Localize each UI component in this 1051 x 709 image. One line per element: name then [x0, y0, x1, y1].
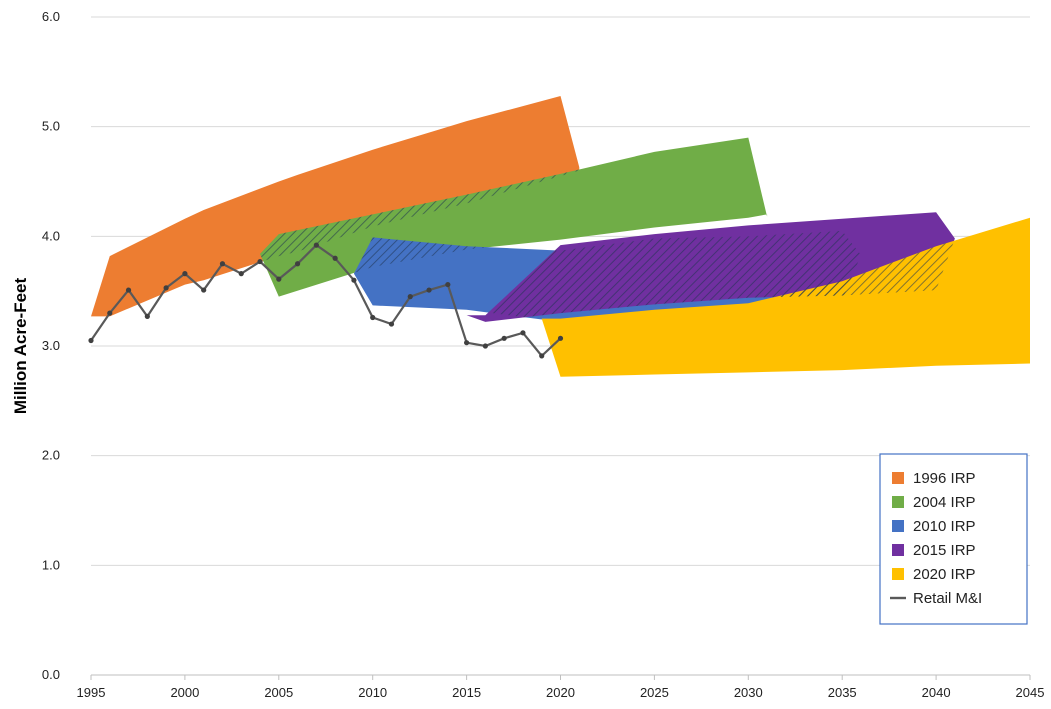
retail-mi-point — [332, 255, 338, 261]
legend-label: 2020 IRP — [913, 566, 976, 583]
x-tick-label: 1995 — [77, 685, 106, 700]
legend-label: Retail M&I — [913, 590, 982, 607]
x-tick-label: 2045 — [1016, 685, 1045, 700]
x-tick-label: 2030 — [734, 685, 763, 700]
y-tick-label: 3.0 — [42, 338, 60, 353]
x-tick-label: 2035 — [828, 685, 857, 700]
y-tick-label: 2.0 — [42, 448, 60, 463]
retail-mi-point — [407, 294, 413, 300]
retail-mi-point — [388, 321, 395, 327]
retail-mi-point — [107, 310, 113, 316]
retail-mi-point — [88, 337, 94, 344]
retail-mi-point — [482, 343, 488, 349]
legend-box — [879, 453, 1028, 625]
x-tick-label: 2000 — [170, 685, 199, 700]
y-tick-label: 5.0 — [42, 119, 60, 134]
retail-mi-point — [445, 281, 451, 288]
retail-mi-point — [557, 335, 564, 341]
retail-mi-point — [182, 271, 188, 277]
x-tick-label: 2005 — [264, 685, 293, 700]
retail-mi-point — [238, 271, 244, 277]
x-tick-label: 2025 — [640, 685, 669, 700]
legend: 1996 IRP 2004 IRP 2010 IRP 2015 IRP 2020 IRP… — [879, 453, 1028, 625]
retail-mi-point — [219, 261, 226, 267]
retail-mi-point — [257, 258, 263, 265]
band-1996-irp — [91, 95, 580, 317]
retail-mi-point — [351, 277, 357, 283]
retail-mi-point — [276, 276, 282, 282]
retail-mi-point — [464, 340, 470, 346]
y-axis-label: Million Acre-Feet — [11, 278, 30, 415]
plot-bands — [91, 95, 1030, 377]
axes: 0.0 1.0 2.0 3.0 4.0 5.0 6.0 1995 2000 2005 2010 201… — [11, 9, 1044, 700]
legend-label: 2004 IRP — [913, 494, 976, 511]
y-tick-label: 0.0 — [42, 667, 60, 682]
y-tick-label: 1.0 — [42, 557, 60, 572]
retail-mi-point — [144, 313, 150, 319]
retail-mi-point — [426, 287, 432, 293]
y-tick-label: 6.0 — [42, 9, 60, 24]
retail-mi-point — [201, 287, 207, 293]
y-tick-label: 4.0 — [42, 228, 60, 243]
x-tick-label: 2040 — [922, 685, 951, 700]
retail-mi-line — [90, 243, 562, 358]
legend-label: 2010 IRP — [913, 518, 976, 535]
retail-mi-point — [520, 330, 526, 336]
retail-mi-point — [294, 261, 301, 267]
legend-swatch — [892, 472, 904, 484]
x-tick-label: 2020 — [546, 685, 575, 700]
retail-mi-point — [370, 314, 376, 321]
retail-mi-point — [501, 335, 507, 341]
retail-mi-point — [313, 242, 319, 248]
legend-swatch — [892, 544, 904, 556]
legend-swatch — [892, 496, 904, 508]
retail-line — [88, 242, 564, 359]
x-tick-label: 2010 — [358, 685, 387, 700]
retail-mi-point — [163, 285, 169, 291]
x-tick-label: 2015 — [452, 685, 481, 700]
legend-label: 1996 IRP — [913, 470, 976, 487]
retail-mi-point — [125, 287, 132, 293]
legend-swatch — [892, 520, 904, 532]
legend-label: 2015 IRP — [913, 542, 976, 559]
legend-swatch — [892, 568, 904, 580]
retail-mi-point — [539, 353, 545, 359]
